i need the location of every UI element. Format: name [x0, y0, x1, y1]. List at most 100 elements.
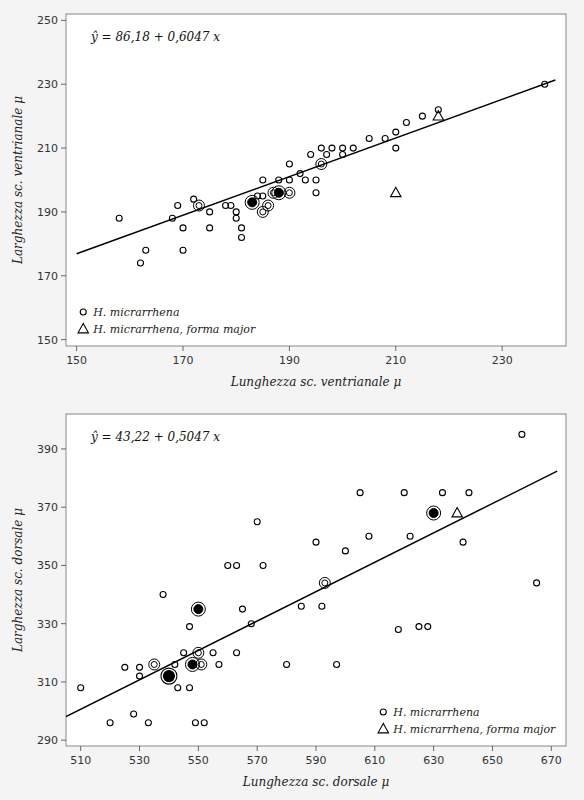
data-point — [395, 627, 401, 633]
x-tick — [80, 746, 81, 751]
marker-shape — [192, 720, 198, 726]
data-point — [319, 603, 325, 609]
legend-entry: H. micrarrhena, forma major — [92, 323, 256, 336]
data-point — [286, 161, 292, 167]
x-tick — [76, 346, 77, 351]
marker-shape — [286, 177, 292, 183]
marker-shape — [382, 136, 388, 142]
x-tick-label: 650 — [482, 754, 503, 767]
marker-shape — [313, 539, 319, 545]
y-tick — [61, 275, 66, 276]
data-point — [260, 562, 266, 568]
marker-shape — [234, 562, 240, 568]
data-point — [192, 720, 198, 726]
data-point — [324, 151, 330, 157]
x-tick-label: 230 — [492, 354, 513, 367]
marker-shape — [466, 490, 472, 496]
marker-shape — [233, 215, 239, 221]
marker-shape — [416, 624, 422, 630]
marker-shape — [460, 539, 466, 545]
marker-shape — [302, 177, 308, 183]
data-point — [107, 720, 113, 726]
x-tick — [492, 746, 493, 751]
marker-shape — [260, 562, 266, 568]
data-point — [207, 225, 213, 231]
data-point — [313, 539, 319, 545]
marker-shape — [185, 657, 199, 671]
y-tick-label: 290 — [37, 734, 58, 747]
marker-shape — [80, 309, 86, 315]
marker-shape — [196, 659, 207, 670]
y-tick-label: 370 — [37, 501, 58, 514]
data-point — [193, 647, 204, 658]
data-point — [187, 624, 193, 630]
x-tick-label: 150 — [66, 354, 87, 367]
data-point — [137, 260, 143, 266]
marker-shape — [401, 490, 407, 496]
data-point — [149, 659, 160, 670]
x-tick-label: 550 — [188, 754, 209, 767]
x-tick-label: 570 — [247, 754, 268, 767]
data-point — [382, 136, 388, 142]
marker-shape — [322, 580, 328, 586]
y-tick-label: 190 — [37, 206, 58, 219]
data-point — [191, 602, 205, 616]
marker-shape — [210, 650, 216, 656]
data-point — [534, 580, 540, 586]
y-tick-label: 150 — [37, 334, 58, 347]
data-point — [216, 661, 222, 667]
marker-shape — [350, 145, 356, 151]
data-point — [239, 606, 245, 612]
regression-line — [66, 471, 557, 716]
marker-shape — [286, 161, 292, 167]
marker-shape — [233, 209, 239, 215]
x-tick-label: 610 — [364, 754, 385, 767]
x-tick-label: 670 — [541, 754, 562, 767]
data-point — [276, 177, 282, 183]
data-point — [391, 187, 401, 196]
marker-shape — [193, 647, 204, 658]
marker-shape — [433, 111, 443, 120]
data-point — [284, 661, 290, 667]
data-point — [233, 215, 239, 221]
marker-shape — [245, 195, 259, 209]
marker-shape — [234, 650, 240, 656]
data-point — [137, 664, 143, 670]
plot-area — [66, 414, 566, 746]
marker-shape — [161, 668, 177, 684]
data-point — [334, 661, 340, 667]
y-tick-label: 310 — [37, 676, 58, 689]
data-point — [416, 624, 422, 630]
legend-symbol — [380, 709, 386, 715]
y-tick — [61, 211, 66, 212]
y-tick — [61, 20, 66, 21]
marker-shape — [254, 519, 260, 525]
x-tick — [433, 746, 434, 751]
marker-shape — [324, 151, 330, 157]
marker-shape — [143, 247, 149, 253]
x-axis-label: Lunghezza sc. dorsale μ — [242, 775, 390, 789]
marker-shape — [284, 661, 290, 667]
marker-shape — [151, 661, 157, 667]
marker-shape — [187, 685, 193, 691]
legend-entry: H. micrarrhena — [392, 706, 479, 719]
data-point — [78, 685, 84, 691]
marker-shape — [407, 533, 413, 539]
marker-shape — [180, 225, 186, 231]
data-point — [225, 562, 231, 568]
data-point — [452, 508, 462, 517]
data-point — [180, 247, 186, 253]
data-point — [193, 200, 204, 211]
y-axis-label: Larghezza sc. dorsale μ — [11, 508, 25, 653]
marker-shape — [534, 580, 540, 586]
data-point — [427, 506, 441, 520]
data-point — [366, 136, 372, 142]
marker-shape — [175, 685, 181, 691]
equation-title: ŷ = 43,22 + 0,5047 x — [90, 430, 220, 444]
data-point — [187, 685, 193, 691]
marker-shape — [334, 661, 340, 667]
marker-shape — [452, 508, 462, 517]
data-point — [239, 225, 245, 231]
marker-shape — [260, 193, 266, 199]
marker-shape — [276, 177, 282, 183]
